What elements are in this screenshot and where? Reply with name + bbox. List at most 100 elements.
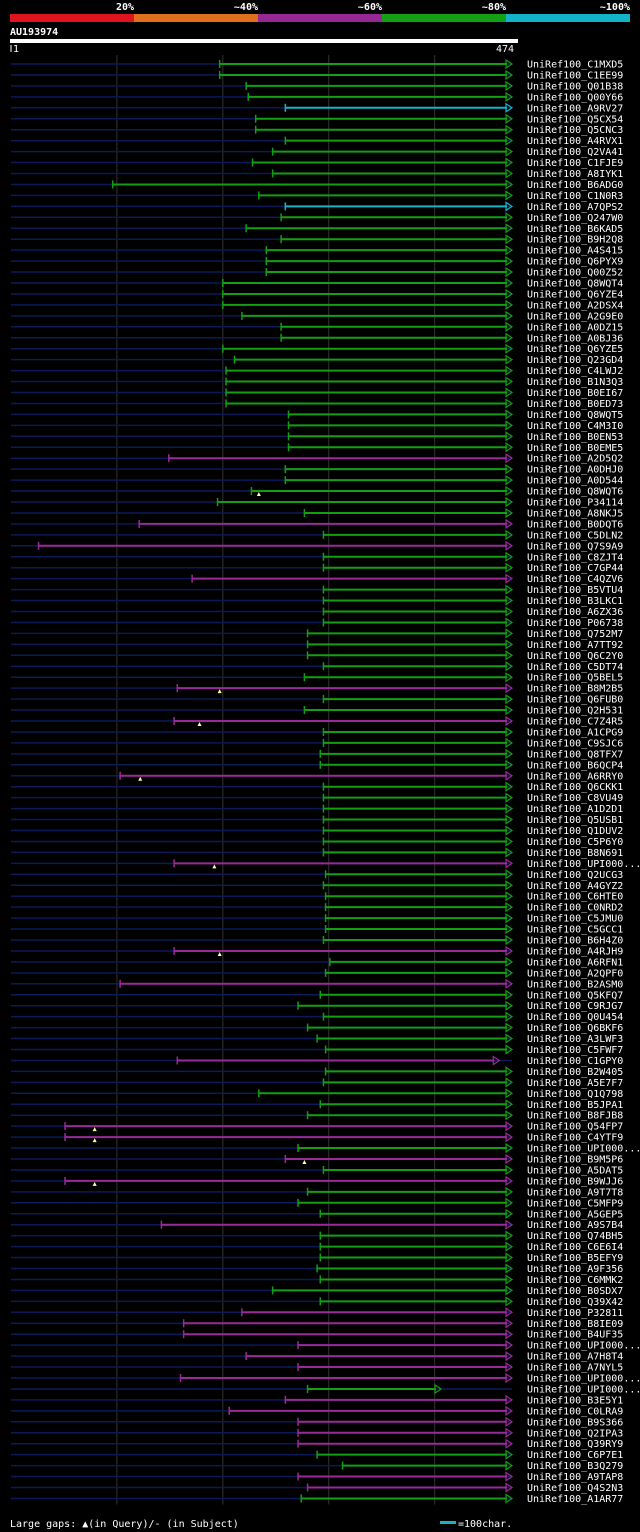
hit-row[interactable]: UniRef100_B3Q279 — [11, 1460, 623, 1472]
hit-label[interactable]: UniRef100_C5FWF7 — [527, 1045, 623, 1056]
hit-label[interactable]: UniRef100_C5MFP9 — [527, 1198, 623, 1209]
hit-row[interactable]: UniRef100_C5P6Y0 — [11, 836, 623, 848]
hit-row[interactable]: UniRef100_C6MMK2 — [11, 1274, 623, 1286]
hit-label[interactable]: UniRef100_C5P6Y0 — [527, 837, 623, 848]
hit-row[interactable]: UniRef100_C5DLN2 — [11, 529, 623, 541]
hit-row[interactable]: UniRef100_C8ZJT4 — [11, 551, 623, 563]
hit-label[interactable]: UniRef100_C5DLN2 — [527, 530, 623, 541]
hit-label[interactable]: UniRef100_A1D2D1 — [527, 804, 623, 815]
hit-label[interactable]: UniRef100_Q6C2Y0 — [527, 651, 623, 662]
hit-label[interactable]: UniRef100_A9TAP8 — [527, 1472, 623, 1483]
hit-label[interactable]: UniRef100_UPI000... — [527, 1374, 640, 1385]
hit-label[interactable]: UniRef100_C8ZJT4 — [527, 552, 623, 563]
hit-label[interactable]: UniRef100_C6MMK2 — [527, 1275, 623, 1286]
hit-label[interactable]: UniRef100_B0DQT6 — [527, 519, 623, 530]
hit-row[interactable]: UniRef100_A5GEP5 — [11, 1208, 623, 1220]
hit-label[interactable]: UniRef100_Q2UCG3 — [527, 870, 623, 881]
hit-row[interactable]: UniRef100_Q5CNC3 — [11, 124, 623, 136]
hit-label[interactable]: UniRef100_Q6YZE4 — [527, 289, 623, 300]
hit-row[interactable]: UniRef100_C0LRA9 — [11, 1405, 623, 1417]
hit-label[interactable]: UniRef100_Q8WQT4 — [527, 279, 623, 290]
hit-label[interactable]: UniRef100_B6ADG0 — [527, 180, 623, 191]
hit-row[interactable]: UniRef100_Q2UCG3 — [11, 869, 623, 881]
hit-row[interactable]: UniRef100_C9RJG7 — [11, 1000, 623, 1012]
hit-label[interactable]: UniRef100_Q39X42 — [527, 1297, 623, 1308]
hit-row[interactable]: UniRef100_A5E7F7 — [11, 1077, 623, 1089]
hit-row[interactable]: UniRef100_B9WJJ6 — [11, 1175, 623, 1187]
hit-label[interactable]: UniRef100_Q2H531 — [527, 706, 623, 717]
hit-row[interactable]: UniRef100_A6RFN1 — [11, 956, 623, 968]
hit-label[interactable]: UniRef100_A2QPF0 — [527, 968, 623, 979]
hit-label[interactable]: UniRef100_B2W405 — [527, 1067, 623, 1078]
hit-label[interactable]: UniRef100_C7Z4R5 — [527, 717, 623, 728]
hit-label[interactable]: UniRef100_B5EFY9 — [527, 1253, 623, 1264]
hit-label[interactable]: UniRef100_UPI000... — [527, 1144, 640, 1155]
hit-row[interactable]: UniRef100_Q1DUV2 — [11, 825, 623, 837]
hit-label[interactable]: UniRef100_Q752M7 — [527, 629, 623, 640]
hit-label[interactable]: UniRef100_B3LKC1 — [527, 596, 623, 607]
hit-label[interactable]: UniRef100_Q5KFQ7 — [527, 990, 623, 1001]
hit-row[interactable]: UniRef100_C9SJC6 — [11, 737, 623, 749]
hit-row[interactable]: UniRef100_A7QPS2 — [11, 201, 623, 213]
hit-row[interactable]: UniRef100_A8IYK1 — [11, 168, 623, 180]
hit-row[interactable]: UniRef100_B0EME5 — [11, 442, 623, 454]
hit-row[interactable]: UniRef100_B0ED73 — [11, 398, 623, 410]
hit-row[interactable]: UniRef100_Q74BH5 — [11, 1230, 623, 1242]
hit-label[interactable]: UniRef100_Q01B38 — [527, 81, 623, 92]
hit-row[interactable]: UniRef100_B8FJB8 — [11, 1110, 623, 1122]
hit-row[interactable]: UniRef100_A9TAP8 — [11, 1471, 623, 1483]
hit-label[interactable]: UniRef100_B9M5P6 — [527, 1155, 623, 1166]
hit-label[interactable]: UniRef100_A7H8T4 — [527, 1352, 623, 1363]
hit-label[interactable]: UniRef100_A9F356 — [527, 1264, 623, 1275]
hit-label[interactable]: UniRef100_Q5USB1 — [527, 815, 623, 826]
hit-row[interactable]: UniRef100_Q2VA41 — [11, 146, 623, 158]
hit-label[interactable]: UniRef100_B3E5Y1 — [527, 1395, 623, 1406]
hit-row[interactable]: UniRef100_P06738 — [11, 617, 623, 629]
hit-row[interactable]: UniRef100_A0D544 — [11, 474, 623, 487]
hit-label[interactable]: UniRef100_B0EME5 — [527, 443, 623, 454]
hit-label[interactable]: UniRef100_C1MXD5 — [527, 60, 623, 71]
hit-label[interactable]: UniRef100_B5VTU4 — [527, 585, 623, 596]
hit-row[interactable]: UniRef100_C7GP44 — [11, 562, 623, 574]
hit-label[interactable]: UniRef100_Q00Z52 — [527, 268, 623, 279]
hit-label[interactable]: UniRef100_C7GP44 — [527, 563, 623, 574]
hit-row[interactable]: UniRef100_Q5BEL5 — [11, 672, 623, 684]
hit-row[interactable]: UniRef100_B9S366 — [11, 1416, 623, 1428]
hit-row[interactable]: UniRef100_A6ZX36 — [11, 606, 623, 618]
hit-label[interactable]: UniRef100_A2DSX4 — [527, 300, 623, 311]
hit-row[interactable]: UniRef100_A0BJ36 — [11, 332, 623, 344]
hit-row[interactable]: UniRef100_UPI000... — [11, 858, 640, 870]
hit-label[interactable]: UniRef100_Q39RY9 — [527, 1439, 623, 1450]
hit-row[interactable]: UniRef100_B8N691 — [11, 847, 623, 859]
hit-row[interactable]: UniRef100_B9M5P6 — [11, 1153, 623, 1166]
hit-label[interactable]: UniRef100_Q7S9A9 — [527, 541, 623, 552]
hit-label[interactable]: UniRef100_B8IE09 — [527, 1319, 623, 1330]
hit-label[interactable]: UniRef100_P34114 — [527, 498, 623, 509]
hit-row[interactable]: UniRef100_UPI000... — [11, 1142, 640, 1155]
hit-label[interactable]: UniRef100_Q2IPA3 — [527, 1428, 623, 1439]
hit-label[interactable]: UniRef100_C1N0R3 — [527, 191, 623, 202]
hit-label[interactable]: UniRef100_C0NRD2 — [527, 903, 623, 914]
hit-row[interactable]: UniRef100_Q6YZE4 — [11, 288, 623, 300]
hit-row[interactable]: UniRef100_B5VTU4 — [11, 584, 623, 596]
hit-label[interactable]: UniRef100_B8M2B5 — [527, 684, 623, 695]
hit-row[interactable]: UniRef100_A0DZ15 — [11, 321, 623, 333]
hit-row[interactable]: UniRef100_Q6YZE5 — [11, 343, 623, 355]
hit-row[interactable]: UniRef100_C1MXD5 — [11, 58, 623, 71]
hit-label[interactable]: UniRef100_A6ZX36 — [527, 607, 623, 618]
hit-label[interactable]: UniRef100_A4RVX1 — [527, 136, 623, 147]
hit-row[interactable]: UniRef100_B8M2B5 — [11, 683, 623, 695]
hit-row[interactable]: UniRef100_Q01B38 — [11, 80, 623, 92]
hit-label[interactable]: UniRef100_A0BJ36 — [527, 333, 623, 344]
hit-label[interactable]: UniRef100_A7QPS2 — [527, 202, 623, 213]
hit-row[interactable]: UniRef100_A9S7B4 — [11, 1219, 623, 1231]
hit-label[interactable]: UniRef100_Q6CKK1 — [527, 782, 623, 793]
hit-row[interactable]: UniRef100_P32811 — [11, 1307, 623, 1319]
hit-row[interactable]: UniRef100_Q8WQT6 — [11, 485, 623, 498]
hit-label[interactable]: UniRef100_Q0U454 — [527, 1012, 623, 1023]
hit-label[interactable]: UniRef100_B9WJJ6 — [527, 1176, 623, 1187]
hit-label[interactable]: UniRef100_Q74BH5 — [527, 1231, 623, 1242]
hit-label[interactable]: UniRef100_A7NYL5 — [527, 1363, 623, 1374]
hit-row[interactable]: UniRef100_B4UF35 — [11, 1329, 623, 1341]
hit-label[interactable]: UniRef100_A5E7F7 — [527, 1078, 623, 1089]
